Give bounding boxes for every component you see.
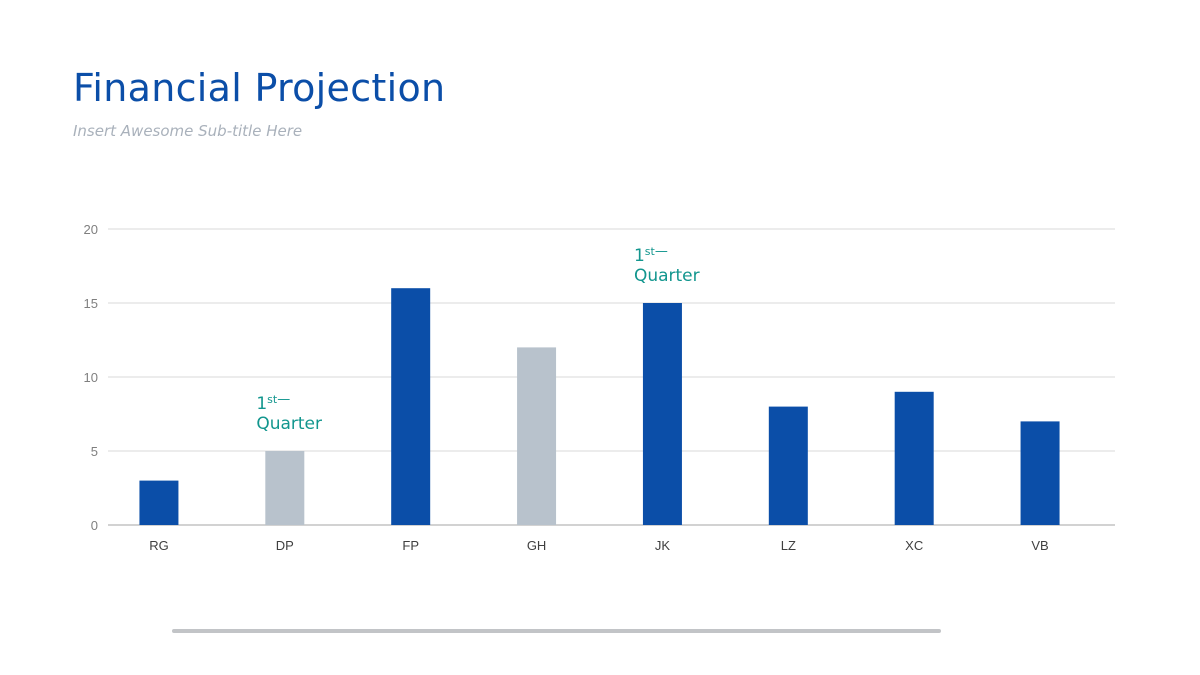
bar-vb: [1020, 421, 1060, 525]
page-subtitle: Insert Awesome Sub-title Here: [73, 122, 303, 140]
bar-lz: [768, 406, 808, 525]
horizontal-scrollbar[interactable]: [172, 629, 941, 633]
page-title: Financial Projection: [73, 66, 446, 110]
y-tick-label: 15: [84, 296, 98, 311]
x-tick-label: FP: [402, 538, 419, 553]
y-tick-label: 5: [91, 444, 98, 459]
annotation-label: Quarter: [256, 414, 322, 434]
bar-fp: [391, 288, 431, 525]
bar-jk: [642, 303, 682, 525]
y-tick-label: 10: [84, 370, 98, 385]
annotation-label: 1st—: [634, 244, 668, 266]
annotation-label: Quarter: [634, 266, 700, 286]
bar-rg: [139, 480, 179, 525]
bar-xc: [894, 391, 934, 525]
annotation-label: 1st—: [256, 392, 290, 414]
x-tick-label: VB: [1031, 538, 1048, 553]
bar-dp: [265, 451, 305, 525]
x-tick-label: XC: [905, 538, 923, 553]
y-tick-label: 0: [91, 518, 98, 533]
x-tick-label: DP: [276, 538, 294, 553]
y-tick-label: 20: [84, 222, 98, 237]
x-tick-label: RG: [149, 538, 169, 553]
bar-gh: [517, 347, 557, 525]
x-tick-label: GH: [527, 538, 547, 553]
x-tick-label: LZ: [781, 538, 796, 553]
x-tick-label: JK: [655, 538, 671, 553]
